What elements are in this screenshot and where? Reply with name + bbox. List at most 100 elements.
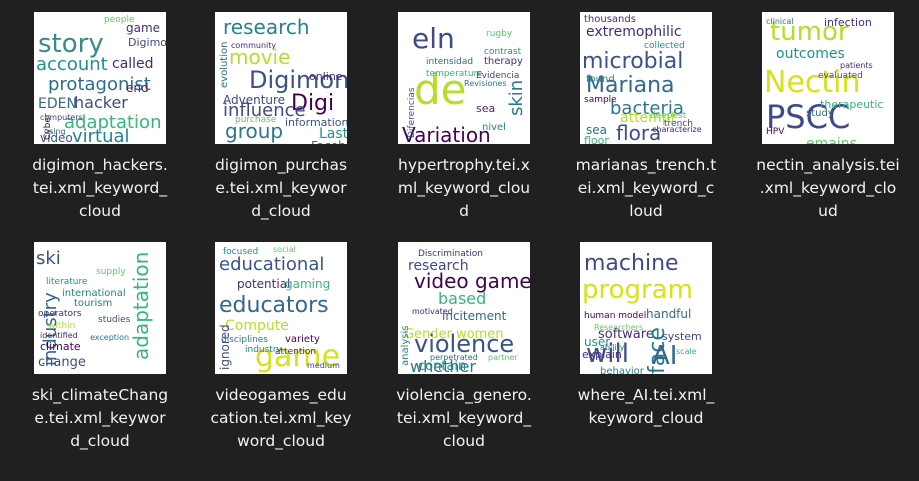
- file-name-line: loud: [629, 202, 663, 220]
- cloud-word: within: [48, 321, 75, 331]
- file-name-line: where_AI.tei.xml_: [577, 386, 715, 404]
- file-name-label: digimon_purchas e.tei.xml_keywor d_cloud: [197, 154, 365, 223]
- cloud-word: operators: [38, 309, 82, 319]
- cloud-word: research: [408, 258, 469, 274]
- cloud-word: Digimon: [128, 36, 166, 49]
- cloud-word: video: [40, 131, 73, 144]
- file-item[interactable]: machine program human model handful software…: [561, 242, 731, 472]
- file-item[interactable]: extremophilic microbial Mariana bacteria flo…: [561, 12, 731, 242]
- cloud-word: variety: [285, 334, 320, 345]
- file-item[interactable]: eln de Variation skin Diferencias intensidad t…: [379, 12, 549, 242]
- cloud-word: movie: [229, 45, 290, 69]
- file-thumbnail[interactable]: extremophilic microbial Mariana bacteria flo…: [580, 12, 712, 144]
- file-thumbnail[interactable]: eln de Variation skin Diferencias intensidad t…: [398, 12, 530, 144]
- cloud-word: story: [38, 29, 104, 59]
- cloud-word: deepest: [650, 111, 687, 121]
- cloud-word: partner: [488, 353, 518, 362]
- cloud-word: information: [285, 116, 347, 129]
- cloud-word: change: [38, 355, 86, 370]
- cloud-word: contain: [418, 359, 466, 374]
- cloud-word: violence: [414, 330, 514, 358]
- cloud-word: face: [645, 327, 670, 374]
- cloud-word: perpetrated: [430, 353, 478, 362]
- file-thumbnail[interactable]: story protagonist account called hacker EDEN a…: [34, 12, 166, 144]
- file-name-line: nectin_analysis.tei: [756, 156, 900, 174]
- cloud-word: trench: [664, 119, 693, 129]
- file-name-line: d: [459, 202, 469, 220]
- file-item[interactable]: research movie Digimon Digi influence group Ad…: [196, 12, 366, 242]
- cloud-word: computers: [40, 113, 83, 122]
- file-thumbnail[interactable]: ski industry adaptation climate change intern…: [34, 242, 166, 374]
- file-item[interactable]: story protagonist account called hacker EDEN a…: [15, 12, 185, 242]
- cloud-word: microbial: [582, 49, 683, 74]
- cloud-word: Variation: [402, 123, 491, 144]
- cloud-word: incitement: [442, 309, 507, 323]
- file-item[interactable]: ski industry adaptation climate change intern…: [15, 242, 185, 472]
- file-name-line: d_cloud: [251, 202, 311, 220]
- cloud-word: tumor: [770, 17, 849, 47]
- cloud-word: temperature: [426, 69, 483, 79]
- cloud-word: community: [231, 41, 276, 50]
- cloud-word: de: [414, 65, 467, 114]
- cloud-word: Cyber: [43, 113, 53, 140]
- file-item[interactable]: educational potential gaming educators Compu…: [196, 242, 366, 472]
- cloud-word: educational: [219, 254, 324, 275]
- cloud-word: study: [806, 108, 834, 119]
- cloud-word: industry: [245, 345, 283, 355]
- cloud-word: end: [126, 81, 149, 95]
- file-thumbnail[interactable]: machine program human model handful software…: [580, 242, 712, 374]
- cloud-word: infection: [824, 16, 872, 29]
- cloud-word: influence: [223, 100, 306, 121]
- cloud-word: game: [126, 21, 160, 35]
- file-item[interactable]: research video games based incitement Gender…: [379, 242, 549, 472]
- cloud-word: purchase: [235, 115, 277, 125]
- cloud-word: Last: [319, 126, 347, 142]
- cloud-word: studies: [98, 315, 131, 325]
- file-name-label: hypertrophy.tei.x ml_keyword_clou d: [380, 154, 548, 223]
- cloud-word: research: [223, 15, 310, 39]
- cloud-word: will: [586, 339, 629, 369]
- cloud-word: HPV: [766, 127, 785, 137]
- cloud-word: skin: [506, 80, 527, 116]
- cloud-word: attention: [275, 347, 316, 357]
- cloud-word: intensidad: [426, 57, 473, 67]
- word-cloud-image: eln de Variation skin Diferencias intensidad t…: [402, 22, 527, 144]
- cloud-word: sample: [584, 95, 617, 105]
- file-thumbnail[interactable]: research video games based incitement Gender…: [398, 242, 530, 374]
- cloud-word: exception: [90, 333, 129, 342]
- file-name-label: violencia_genero. tei.xml_keyword_ cloud: [380, 384, 548, 453]
- cloud-word: account: [36, 54, 108, 75]
- cloud-word: motivated: [412, 307, 453, 316]
- cloud-word: patients: [840, 61, 873, 70]
- file-name-line: e.tei.xml_keywor: [215, 179, 347, 197]
- cloud-word: people: [104, 15, 135, 25]
- cloud-word: Adventure: [223, 93, 285, 107]
- cloud-word: Discrimination: [418, 249, 483, 259]
- cloud-word: supply: [96, 267, 126, 277]
- file-item[interactable]: tumor infection outcomes Nectin PSCC therapeu…: [743, 12, 913, 242]
- word-cloud-image: ski industry adaptation climate change intern…: [36, 248, 153, 370]
- cloud-word: disciplines: [221, 335, 268, 345]
- file-thumbnail[interactable]: research movie Digimon Digi influence group Ad…: [215, 12, 347, 144]
- cloud-word: eln: [412, 22, 455, 55]
- cloud-word: called: [112, 56, 154, 72]
- cloud-word: based: [438, 289, 486, 308]
- file-name-line: cloud: [443, 432, 485, 450]
- cloud-word: floor: [584, 134, 609, 144]
- file-thumbnail[interactable]: tumor infection outcomes Nectin PSCC therapeu…: [762, 12, 894, 144]
- file-thumbnail[interactable]: educational potential gaming educators Compu…: [215, 242, 347, 374]
- file-name-line: ud: [818, 202, 838, 220]
- cloud-word: behavior: [600, 366, 645, 374]
- cloud-word: medium: [307, 361, 340, 370]
- cloud-word: outcomes: [776, 46, 845, 62]
- file-name-line: .xml_keyword_clo: [759, 179, 897, 197]
- file-name-line: videogames_edu: [215, 386, 347, 404]
- cloud-word: Gender women: [404, 327, 504, 342]
- cloud-word: adaptation: [129, 252, 153, 360]
- cloud-word: gaming: [285, 277, 330, 291]
